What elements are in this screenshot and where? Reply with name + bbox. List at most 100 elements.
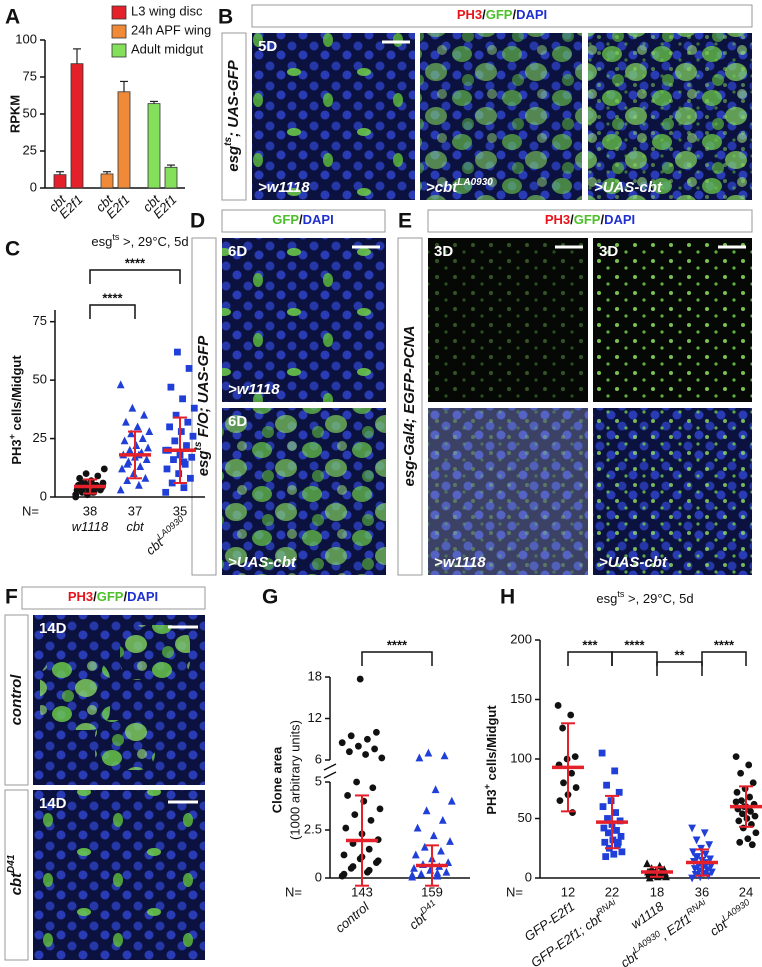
label-part: cbt: [8, 872, 25, 896]
y-axis-label: PH3+ cells/Midgut: [482, 705, 499, 815]
data-point: [420, 842, 429, 851]
n-value: 12: [561, 884, 575, 899]
data-point: [122, 417, 130, 426]
significance-label: ***: [582, 637, 598, 652]
data-point: [373, 728, 380, 736]
n-value: 37: [128, 503, 142, 518]
header-part: /: [299, 212, 303, 227]
axis-break: [323, 771, 337, 779]
significance-bracket: [89, 269, 181, 284]
header-part: GFP: [574, 212, 601, 227]
condition-label: >UAS-cbt: [594, 179, 663, 196]
data-point: [367, 817, 375, 824]
data-point: [556, 797, 564, 805]
data-point: [706, 855, 714, 864]
data-point: [340, 851, 348, 859]
data-point: [353, 778, 360, 786]
condition-label: >w1118: [258, 179, 310, 196]
data-point: [618, 848, 626, 856]
y-tick-label: 100: [510, 750, 532, 765]
n-value: 24: [739, 884, 753, 899]
significance-bracket: [656, 661, 703, 676]
group-label-part: cbt: [126, 519, 145, 534]
group-label-part: LA0930: [720, 897, 751, 923]
header-part: /: [512, 7, 516, 22]
data-point: [171, 437, 179, 445]
data-point: [645, 873, 654, 882]
y-tick-label: 0: [315, 869, 322, 884]
data-point: [613, 827, 620, 834]
data-point: [447, 796, 456, 805]
label-part: F/O; UAS-GFP: [195, 335, 212, 442]
y-tick-label: 50: [518, 810, 532, 825]
y-tick-label: 0: [30, 179, 37, 194]
day-label: 3D: [599, 243, 618, 260]
micrograph-gfp: [420, 33, 582, 200]
data-point: [163, 465, 171, 473]
y-axis-label: Clone area: [269, 746, 284, 813]
group-label: cbtLA0930, E2f1RNAi: [617, 897, 713, 967]
micrograph-labels: 5D >w1118 >cbtLA0930 >UAS-cbt 6D >w1118 …: [39, 38, 668, 812]
legend-swatch: [111, 5, 127, 20]
data-point: [700, 829, 709, 838]
data-point: [342, 824, 350, 832]
genotype-label: esgts F/O; UAS-GFP: [193, 335, 212, 477]
axis-break: [323, 763, 337, 771]
header-part: /: [600, 212, 604, 227]
y-axis-label-part: cells/Midgut: [9, 355, 24, 434]
data-point: [340, 870, 348, 878]
data-point: [732, 798, 740, 806]
data-point: [378, 754, 386, 762]
data-point: [568, 769, 575, 777]
y-axis-label-part: +: [482, 784, 492, 789]
data-point: [600, 824, 608, 832]
data-point: [431, 785, 440, 794]
header-part: /: [93, 589, 97, 604]
data-point: [78, 479, 86, 487]
panel-label: E: [398, 210, 412, 233]
data-point: [739, 810, 746, 818]
data-point: [365, 866, 373, 874]
legend-swatch: [111, 24, 127, 39]
y-axis-label-part: cells/Midgut: [484, 705, 499, 784]
data-point: [662, 872, 670, 881]
data-point: [737, 769, 744, 777]
data-point: [733, 788, 741, 796]
label-part: >cbt: [426, 179, 458, 196]
header-box: [251, 4, 753, 28]
panel-label: B: [218, 6, 233, 29]
data-point: [123, 459, 132, 468]
data-point: [162, 488, 170, 496]
data-point: [166, 423, 173, 431]
y-tick-label: 0: [525, 869, 532, 884]
data-point: [175, 470, 183, 478]
data-point: [429, 831, 438, 840]
panel-label: A: [5, 6, 20, 29]
chart-title: esgts >, 29°C, 5d: [596, 589, 693, 606]
micrograph-gfp: [33, 790, 205, 960]
data-point: [745, 761, 753, 769]
legend-swatch: [111, 43, 127, 58]
data-point: [413, 823, 422, 832]
data-point: [410, 864, 418, 872]
data-point: [417, 869, 426, 878]
data-point: [610, 850, 618, 858]
y-axis-label-part: PH3: [9, 439, 24, 464]
group-label-part: RNAi: [685, 897, 709, 918]
header-part: DAPI: [604, 212, 635, 227]
data-point: [351, 811, 359, 819]
data-point: [123, 476, 132, 485]
label-part: ts: [193, 441, 204, 450]
data-point: [346, 748, 353, 756]
data-point: [145, 427, 154, 435]
data-point: [705, 841, 714, 850]
n-value: 35: [173, 503, 187, 518]
group-label-part: LA0930: [631, 929, 662, 955]
data-point: [183, 442, 190, 449]
label-part: LA0930: [457, 177, 493, 188]
label-part: ; UAS-GFP: [225, 59, 242, 137]
significance-bracket: [701, 651, 747, 666]
n-value: 38: [83, 503, 97, 518]
data-point: [125, 445, 134, 454]
